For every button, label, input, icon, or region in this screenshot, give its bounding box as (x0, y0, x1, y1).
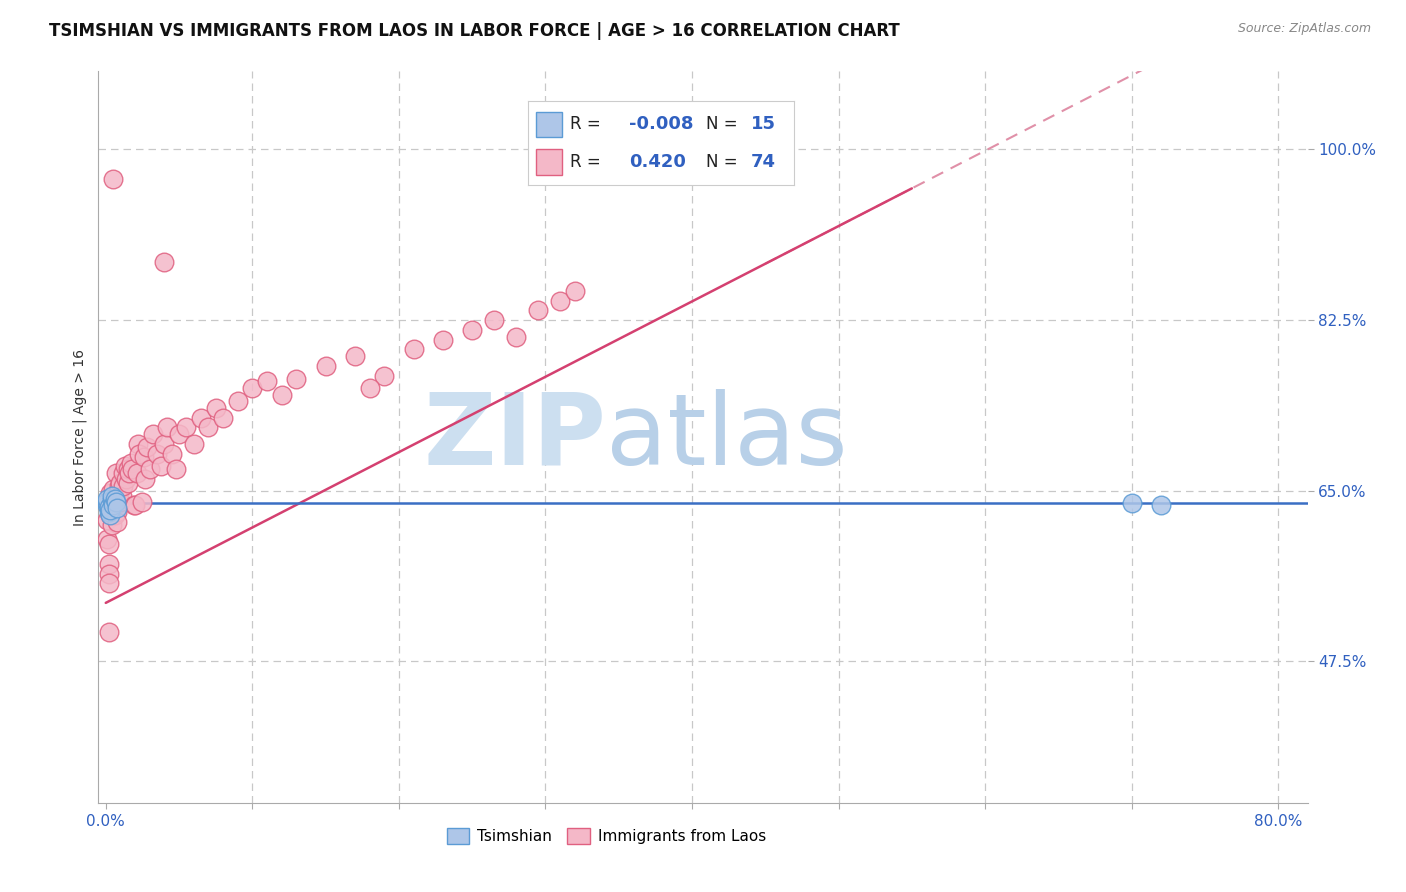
Point (112, 466, 135, 480)
Point (167, 427, 190, 442)
Point (107, 505, 129, 519)
Point (183, 437, 205, 451)
Point (138, 462, 160, 476)
Point (118, 466, 141, 480)
Point (97, 576, 120, 591)
Point (131, 495, 153, 509)
Point (226, 394, 249, 409)
Point (105, 495, 128, 509)
Point (97, 537, 120, 551)
Point (156, 420, 179, 434)
Point (527, 303, 550, 318)
Point (1150, 499, 1173, 513)
Point (103, 489, 125, 503)
Point (256, 375, 278, 389)
Point (160, 447, 183, 461)
Point (117, 475, 139, 490)
Point (100, 517, 122, 532)
Point (402, 343, 425, 357)
Point (100, 508, 122, 522)
Point (190, 410, 212, 425)
Point (564, 284, 586, 298)
Point (359, 381, 381, 395)
Point (315, 359, 337, 373)
Point (176, 420, 198, 434)
Point (110, 495, 132, 509)
Point (97, 557, 120, 571)
Point (114, 459, 136, 474)
Point (482, 313, 505, 327)
Point (107, 515, 129, 529)
Point (150, 459, 173, 474)
Point (117, 462, 139, 476)
Point (96, 495, 118, 509)
Point (96, 491, 118, 506)
Point (112, 479, 135, 493)
Point (98, 508, 121, 522)
Point (96, 499, 118, 513)
Point (101, 482, 124, 496)
Point (101, 500, 124, 515)
Point (98, 495, 121, 509)
Point (103, 508, 125, 522)
Point (212, 410, 235, 425)
Text: ZIP: ZIP (423, 389, 606, 485)
Point (120, 457, 142, 471)
Text: Source: ZipAtlas.com: Source: ZipAtlas.com (1237, 22, 1371, 36)
Point (1121, 496, 1143, 510)
Point (111, 489, 134, 503)
Point (240, 381, 263, 395)
Legend: Tsimshian, Immigrants from Laos: Tsimshian, Immigrants from Laos (440, 822, 772, 850)
Point (98, 503, 121, 517)
Point (100, 493, 122, 508)
Point (100, 489, 122, 503)
Point (115, 472, 138, 486)
Point (107, 501, 129, 516)
Point (432, 333, 454, 347)
Point (197, 420, 219, 434)
Point (110, 475, 132, 490)
Point (96, 533, 118, 547)
Point (146, 447, 169, 461)
Point (135, 440, 157, 454)
Point (270, 388, 292, 402)
Point (285, 371, 308, 385)
Point (108, 485, 131, 500)
Point (103, 492, 125, 507)
Point (124, 499, 146, 513)
Point (142, 427, 165, 442)
Point (97, 625, 120, 640)
Point (153, 437, 176, 451)
Point (505, 329, 527, 343)
Point (97, 505, 120, 519)
Point (105, 466, 128, 480)
Point (97, 566, 120, 581)
Point (127, 437, 149, 451)
Point (101, 499, 124, 513)
Point (98, 508, 121, 522)
Point (165, 462, 187, 476)
Y-axis label: In Labor Force | Age > 16: In Labor Force | Age > 16 (73, 349, 87, 525)
Point (204, 401, 226, 415)
Point (105, 489, 128, 503)
Point (122, 499, 145, 513)
Point (343, 349, 366, 363)
Point (153, 254, 176, 268)
Point (121, 462, 143, 476)
Point (134, 472, 156, 486)
Point (125, 466, 148, 480)
Point (101, 171, 124, 186)
Point (461, 323, 484, 337)
Text: atlas: atlas (606, 389, 848, 485)
Point (548, 293, 571, 308)
Point (373, 368, 395, 383)
Point (128, 447, 150, 461)
Point (108, 479, 131, 493)
Point (132, 450, 155, 464)
Text: TSIMSHIAN VS IMMIGRANTS FROM LAOS IN LABOR FORCE | AGE > 16 CORRELATION CHART: TSIMSHIAN VS IMMIGRANTS FROM LAOS IN LAB… (49, 22, 900, 40)
Point (97, 500, 120, 515)
Point (98, 485, 121, 500)
Point (96, 513, 118, 527)
